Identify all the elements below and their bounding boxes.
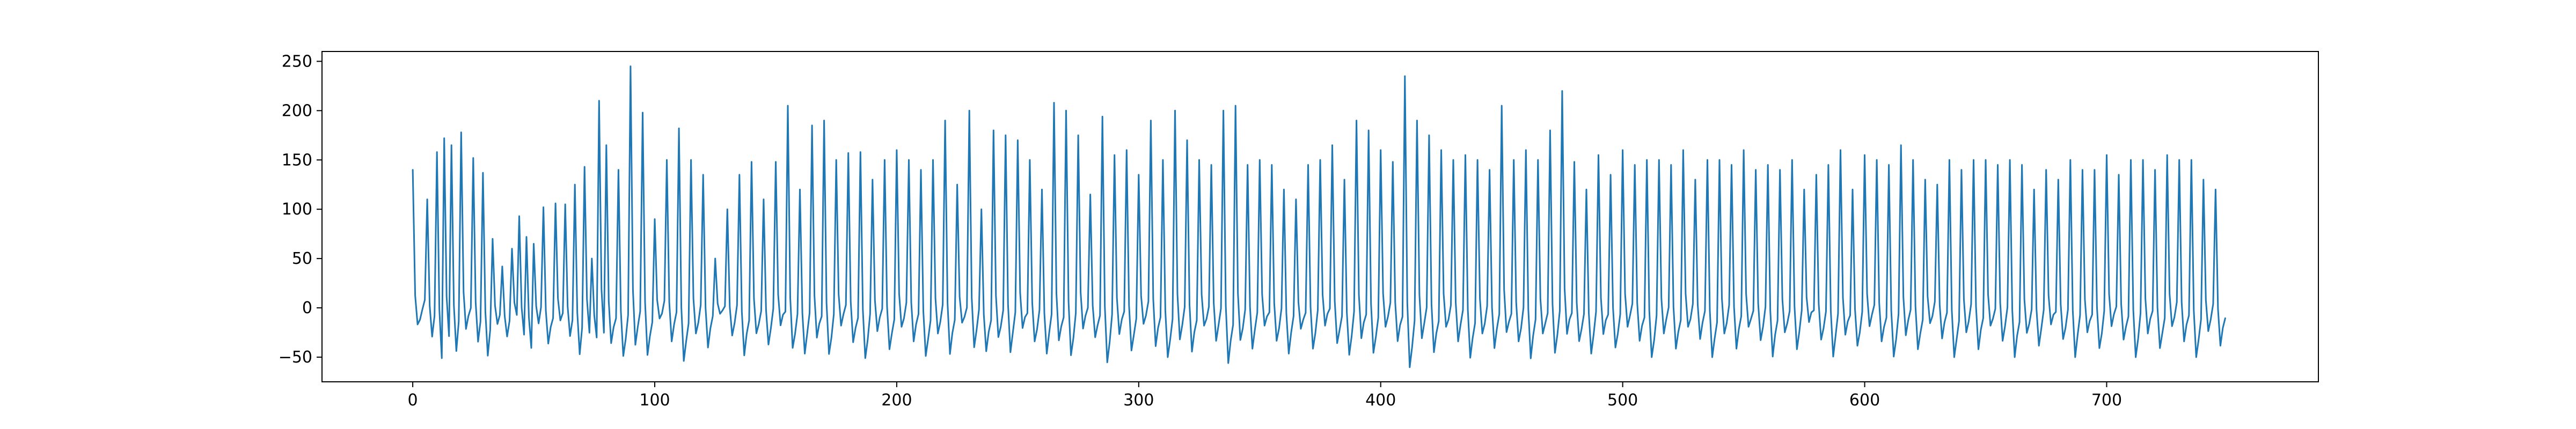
x-tick-label: 200	[881, 391, 912, 410]
x-tick-label: 300	[1123, 391, 1154, 410]
x-tick-label: 700	[2091, 391, 2122, 410]
axes-frame	[321, 51, 2319, 382]
x-tick-label: 400	[1365, 391, 1396, 410]
y-tick-label: 50	[292, 249, 312, 268]
x-tick-label: 600	[1849, 391, 1880, 410]
y-tick-label: 200	[282, 101, 312, 120]
y-tick-label: 150	[282, 151, 312, 169]
x-tick-label: 500	[1607, 391, 1638, 410]
signal-line	[412, 65, 2226, 368]
y-tick-label: 250	[282, 52, 312, 71]
x-tick-label: 100	[639, 391, 670, 410]
x-tick-label: 0	[408, 391, 418, 410]
y-tick-label: 100	[282, 200, 312, 219]
y-tick-label: 0	[302, 299, 312, 317]
x-axis: 0 100 200 300 400 500 600 700	[408, 382, 2122, 410]
y-axis: −50 0 50 100 150 200 250	[279, 52, 322, 367]
y-tick-label: −50	[279, 348, 312, 367]
